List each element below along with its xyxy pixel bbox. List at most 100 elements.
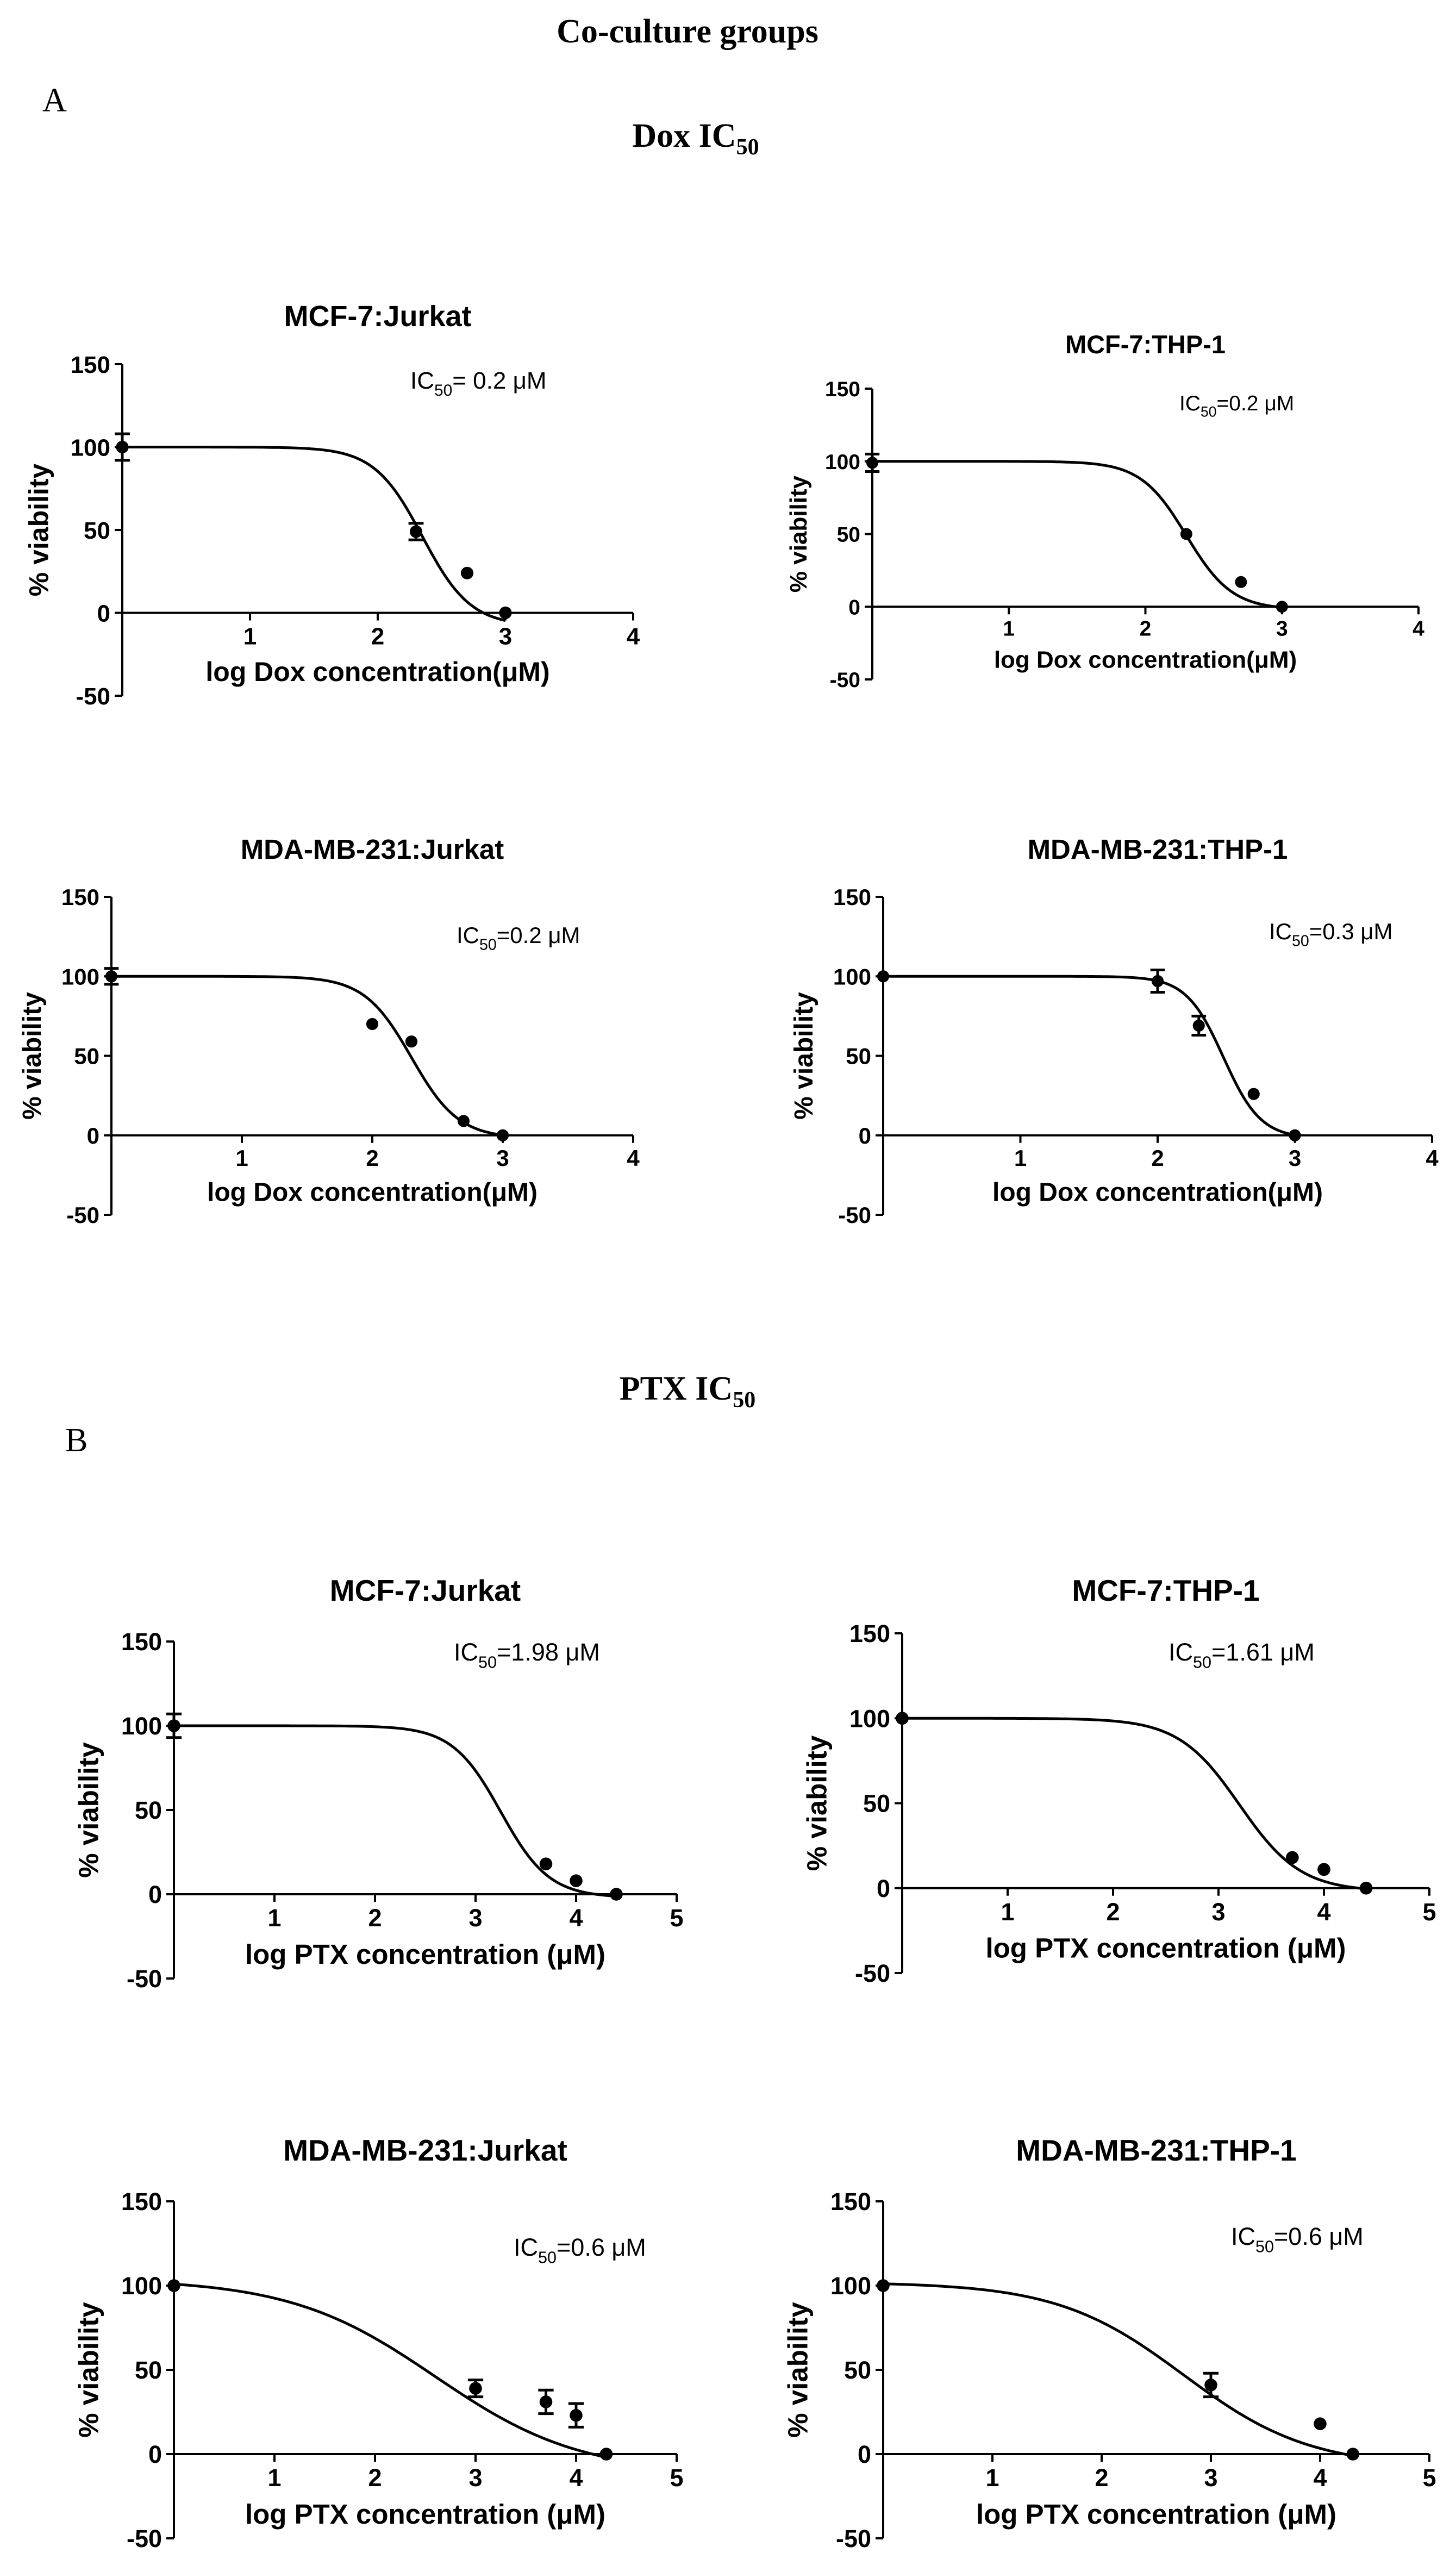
y-tick-label: 100 <box>121 2272 162 2300</box>
ic50-annotation-subscript: 50 <box>479 937 497 954</box>
fit-curve <box>872 460 1283 609</box>
data-point <box>469 2382 482 2395</box>
y-tick-label: 50 <box>74 1044 99 1069</box>
x-tick-label: 5 <box>1422 2464 1436 2492</box>
data-point <box>1346 2448 1360 2461</box>
data-point <box>167 1719 180 1732</box>
ic50-annotation-label: IC <box>410 367 434 394</box>
data-point <box>877 2279 890 2292</box>
x-tick-label: 3 <box>468 1904 482 1932</box>
section-b-heading: PTX IC50 <box>620 1370 755 1413</box>
x-tick-label: 4 <box>1317 1898 1330 1926</box>
y-tick-label: 100 <box>61 964 99 989</box>
x-axis-label: log PTX concentration (μM) <box>976 2499 1336 2530</box>
x-tick-label: 4 <box>1313 2464 1327 2492</box>
x-tick-label: 4 <box>1426 1145 1439 1171</box>
y-tick-label: 50 <box>863 1790 890 1818</box>
y-tick-label: 50 <box>84 517 110 544</box>
ic50-annotation-label: IC <box>454 1638 478 1666</box>
ic50-annotation-value: =0.6 μM <box>1274 2223 1364 2250</box>
fit-curve <box>122 446 506 622</box>
chart-title: MCF-7:THP-1 <box>1072 1574 1259 1607</box>
chart-title: MDA-MB-231:Jurkat <box>283 2133 567 2167</box>
ic50-annotation: IC50=0.6 μM <box>1231 2223 1364 2256</box>
y-tick-label: 0 <box>848 596 860 619</box>
ic50-annotation-value: =0.2 μM <box>1217 392 1295 415</box>
y-tick-label: 0 <box>858 2441 871 2468</box>
y-axis-label: % viability <box>790 992 818 1120</box>
ic50-annotation: IC50=0.6 μM <box>514 2233 646 2267</box>
data-point <box>570 1874 583 1887</box>
x-tick-label: 3 <box>1276 617 1288 640</box>
data-point <box>610 1888 623 1901</box>
y-tick-label: 0 <box>148 1881 162 1908</box>
y-tick-label: 100 <box>849 1705 890 1732</box>
ic50-annotation: IC50=0.2 μM <box>1179 392 1294 420</box>
x-tick-label: 2 <box>368 2464 382 2492</box>
fit-curve <box>174 1724 617 1898</box>
data-point <box>1235 576 1247 588</box>
data-point <box>167 2279 180 2292</box>
data-point <box>1317 1863 1330 1876</box>
y-tick-label: 50 <box>846 1044 871 1069</box>
x-tick-label: 2 <box>1140 617 1152 640</box>
section-a-heading-main: Dox IC <box>632 117 736 154</box>
data-point <box>599 2448 613 2461</box>
chart-ptx-mcf7-thp1: MCF-7:THP-1 -50 0 50 100 150 % viability 1 2 3 4 5 l… <box>802 1574 1436 1987</box>
y-tick-label: 0 <box>87 1123 99 1149</box>
y-tick-label: 50 <box>135 2356 162 2384</box>
y-axis-label: % viability <box>802 1735 833 1871</box>
y-tick-label: 150 <box>825 378 860 401</box>
ic50-annotation-value: =1.98 μM <box>497 1638 600 1666</box>
x-tick-label: 1 <box>1014 1145 1027 1171</box>
y-axis-label: % viability <box>24 464 54 597</box>
x-tick-label: 1 <box>267 2464 281 2492</box>
x-tick-label: 1 <box>235 1145 248 1171</box>
y-axis-label: % viability <box>73 2302 104 2438</box>
x-axis-label: log PTX concentration (μM) <box>985 1933 1346 1964</box>
section-b-heading-main: PTX IC <box>620 1370 733 1407</box>
y-tick-label: 0 <box>877 1875 890 1902</box>
ic50-annotation: IC50=0.2 μM <box>457 922 580 954</box>
x-axis-label: log PTX concentration (μM) <box>245 1939 605 1970</box>
x-tick-label: 5 <box>670 2464 683 2492</box>
section-a-heading-subscript: 50 <box>736 135 759 160</box>
ic50-annotation-subscript: 50 <box>1255 2238 1274 2256</box>
y-tick-label: -50 <box>830 669 860 692</box>
data-point <box>1204 2379 1217 2392</box>
data-point <box>877 970 890 983</box>
ic50-annotation-value: =0.2 μM <box>497 922 580 948</box>
data-point <box>1276 601 1288 613</box>
chart-title: MCF-7:Jurkat <box>330 1574 521 1607</box>
x-axis-label: log Dox concentration(μM) <box>207 1178 538 1207</box>
x-tick-label: 3 <box>1204 2464 1217 2492</box>
x-tick-label: 3 <box>1211 1898 1225 1926</box>
chart-title: MDA-MB-231:Jurkat <box>241 834 504 865</box>
ic50-annotation-label: IC <box>1231 2223 1255 2250</box>
data-point <box>499 606 512 620</box>
data-point <box>1359 1881 1373 1895</box>
data-point <box>896 1712 909 1725</box>
y-tick-label: 100 <box>833 964 871 989</box>
data-point <box>570 2408 583 2422</box>
x-tick-label: 2 <box>1095 2464 1108 2492</box>
x-tick-label: 2 <box>368 1904 382 1932</box>
fit-curve <box>883 975 1296 1137</box>
chart-dox-mcf7-jurkat: MCF-7:Jurkat -50 0 50 100 150 % viability 1 2 3 4 l… <box>24 300 640 710</box>
y-axis-label: % viability <box>783 2302 814 2438</box>
ic50-annotation-subscript: 50 <box>478 1653 497 1672</box>
data-point <box>1180 528 1192 540</box>
ic50-annotation-subscript: 50 <box>1201 404 1217 420</box>
y-tick-label: 50 <box>837 523 860 547</box>
y-tick-label: 150 <box>121 2188 162 2215</box>
y-tick-label: 150 <box>61 884 99 910</box>
y-tick-label: 0 <box>97 600 110 627</box>
x-tick-label: 1 <box>985 2464 999 2492</box>
y-tick-label: 0 <box>148 2441 162 2468</box>
y-tick-label: 100 <box>830 2272 871 2300</box>
ic50-annotation-value: =1.61 μM <box>1211 1638 1315 1666</box>
